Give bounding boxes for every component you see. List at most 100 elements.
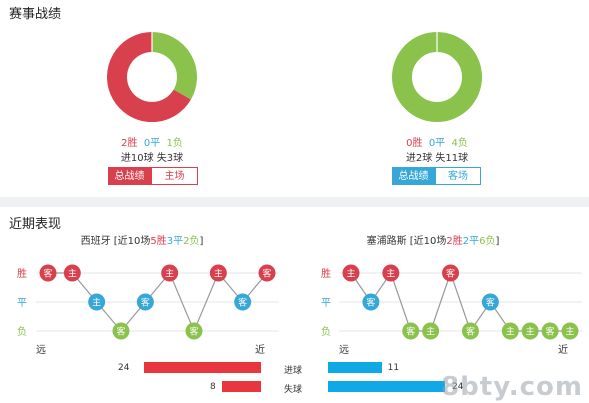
left-axis-far: 远: [36, 344, 46, 356]
section-title-recent: 近期表现: [9, 217, 62, 232]
left-axis-loss: 负: [17, 325, 27, 338]
left-form-venue-label: 客: [43, 268, 52, 280]
right-form-venue-label: 客: [486, 297, 495, 309]
left-form-point: [136, 293, 154, 311]
right-form-venue-label: 客: [446, 268, 455, 280]
right-goals-for-bar: [328, 362, 382, 373]
right-form-point: [521, 322, 539, 340]
left-form-point: [39, 264, 57, 282]
left-form-point: [234, 293, 252, 311]
left-loss-count: 1负: [166, 138, 183, 149]
left-form-venue-label: 客: [189, 326, 198, 338]
left-summary-suffix: ]: [199, 236, 204, 247]
left-form-point: [185, 322, 203, 340]
right-form-venue-label: 主: [386, 268, 395, 280]
right-summary-losses: 6负: [479, 236, 496, 247]
left-form-venue-label: 主: [92, 297, 101, 309]
left-form-venue-label: 主: [68, 268, 77, 280]
left-form-point: [112, 322, 130, 340]
right-axis-loss: 负: [321, 325, 331, 338]
right-goals-against-value: 24: [452, 382, 464, 392]
left-form-point: [258, 264, 276, 282]
watermark-logo: 8bty.com: [441, 372, 583, 402]
right-wdl-line: 0胜 0平 4负: [367, 134, 507, 149]
right-form-point: [461, 322, 479, 340]
left-goals-against-value: 8: [210, 382, 216, 392]
right-axis-near: 近: [558, 343, 568, 356]
left-goals-for-bar: [144, 362, 261, 373]
left-win-count: 2胜: [121, 138, 138, 149]
right-axis-win: 胜: [321, 268, 331, 280]
right-form-venue-label: 主: [506, 326, 515, 338]
left-form-line: [48, 271, 268, 333]
left-form-venue-label: 客: [116, 326, 125, 338]
right-form-point: [541, 322, 559, 340]
left-wdl-line: 2胜 0平 1负: [82, 134, 222, 149]
left-axis-win: 胜: [17, 268, 27, 280]
right-goals-for-value: 11: [387, 363, 400, 373]
right-summary-draws: 2平: [462, 236, 480, 247]
right-summary-wins: 2胜: [446, 236, 463, 247]
left-form-venue-label: 客: [262, 268, 271, 280]
left-form-point: [88, 293, 106, 311]
tab-home-left[interactable]: 主场: [151, 167, 198, 185]
right-form-point: [442, 264, 460, 282]
right-form-venue-label: 主: [565, 326, 574, 338]
left-form-point: [161, 264, 179, 282]
right-team-name: 塞浦路斯: [366, 236, 407, 247]
right-summary-prefix: [近10场: [406, 236, 447, 247]
right-record-tabs: 总战绩 客场: [392, 167, 481, 187]
tab-away-right[interactable]: 客场: [435, 167, 481, 185]
left-team-name: 西班牙: [80, 236, 111, 247]
left-record-donut: [107, 32, 197, 122]
goals-against-label: 失球: [284, 385, 303, 395]
left-team-summary: 西班牙 [近10场5胜3平2负]: [22, 232, 262, 247]
left-form-venue-label: 客: [238, 297, 247, 309]
goals-for-label: 进球: [284, 366, 303, 376]
right-form-point: [342, 264, 360, 282]
left-goals-against-bar: [222, 381, 261, 392]
left-donut-slice-win: [107, 32, 191, 122]
right-form-point: [402, 322, 420, 340]
right-record-donut: [392, 32, 482, 122]
left-donut-slice-loss: [151, 32, 197, 100]
right-goals-line: 进2球 失11球: [405, 153, 469, 164]
right-form-point: [561, 322, 579, 340]
right-form-venue-label: 客: [546, 326, 555, 338]
tab-total-record-right[interactable]: 总战绩: [392, 167, 435, 185]
right-goals-against-bar: [328, 381, 445, 392]
recent-form-panel: 近期表现 西班牙 [近10场5胜3平2负] 塞浦路斯 [近10场2胜2平6负] …: [0, 207, 589, 403]
right-form-venue-label: 客: [366, 297, 375, 309]
right-donut-slice-loss: [392, 32, 482, 122]
right-win-count: 0胜: [406, 138, 423, 149]
right-axis-draw: 平: [321, 298, 331, 309]
record-panel: 赛事战绩 2胜 0平 1负 进10球 失3球 总战绩 主场 0胜 0平 4负 进…: [0, 0, 589, 197]
right-draw-count: 0平: [428, 138, 446, 149]
right-form-venue-label: 主: [346, 268, 355, 280]
right-form-venue-label: 主: [526, 326, 535, 338]
left-form-point: [209, 264, 227, 282]
left-summary-draws: 3平: [166, 236, 184, 247]
section-title-record: 赛事战绩: [9, 7, 62, 22]
left-form-venue-label: 主: [165, 268, 174, 280]
right-team-summary: 塞浦路斯 [近10场2胜2平6负]: [333, 232, 533, 247]
recent-form-chart: 胜平负远 近客 主主客客主客主客客 胜平负远 近主客主客 主客客客主主客主: [17, 264, 582, 356]
right-form-point: [362, 293, 380, 311]
right-form-point: [422, 322, 440, 340]
right-form-point: [481, 293, 499, 311]
left-axis-near: 近: [255, 343, 265, 356]
left-axis-draw: 平: [17, 298, 27, 309]
left-summary-losses: 2负: [183, 236, 200, 247]
right-form-point: [501, 322, 519, 340]
left-form-point: [63, 264, 81, 282]
left-goals-for-value: 24: [118, 363, 130, 373]
left-goals-line: 进10球 失3球: [120, 153, 184, 164]
left-draw-count: 0平: [143, 138, 161, 149]
left-summary-prefix: [近10场: [110, 236, 151, 247]
right-loss-count: 4负: [451, 138, 468, 149]
right-form-venue-label: 主: [426, 326, 435, 338]
right-form-venue-label: 客: [406, 326, 415, 338]
left-form-venue-label: 主: [214, 268, 223, 280]
tab-total-record-left[interactable]: 总战绩: [108, 167, 151, 185]
right-form-point: [382, 264, 400, 282]
